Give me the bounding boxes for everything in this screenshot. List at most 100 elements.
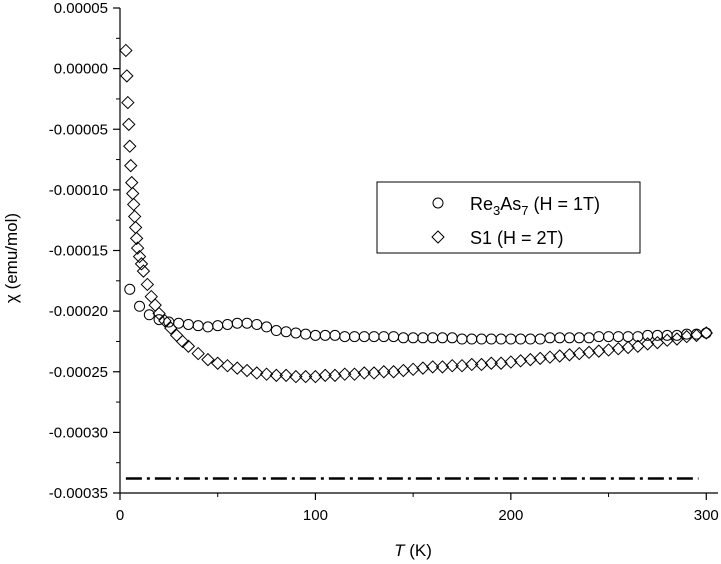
- re3as7-point: [134, 300, 146, 312]
- s1-point: [191, 346, 205, 361]
- s1-point: [338, 367, 352, 381]
- s1-point: [269, 368, 284, 383]
- re3as7-point: [397, 332, 409, 344]
- y-axis-label: χ (emu/mol): [2, 213, 21, 303]
- s1-point: [148, 298, 162, 312]
- s1-point: [279, 368, 293, 383]
- re3as7-point: [671, 329, 683, 341]
- re3as7-point: [270, 325, 282, 337]
- re3as7-point: [554, 332, 566, 344]
- s1-point: [513, 354, 528, 368]
- s1-point: [181, 339, 196, 353]
- s1-point: [250, 366, 264, 380]
- minor-ticks: [116, 37, 610, 497]
- s1-point: [406, 362, 420, 377]
- legend-marker-diamond: [431, 230, 445, 244]
- re3as7-point: [466, 333, 478, 345]
- re3as7-point: [358, 331, 370, 343]
- legend-label-re3as7: Re3As7 (H = 1T): [470, 194, 600, 218]
- s1-point: [164, 321, 178, 335]
- y-tick-label-5: -0.00020: [49, 303, 108, 320]
- re3as7-point: [192, 320, 204, 332]
- y-tick-label-1: 0.00000: [54, 61, 108, 78]
- re3as7-point: [534, 333, 546, 345]
- y-tick-label-7: -0.00030: [49, 424, 108, 441]
- s1-point: [240, 363, 254, 378]
- s1-point: [523, 352, 538, 367]
- re3as7-point: [642, 329, 654, 341]
- s1-point: [220, 358, 235, 373]
- re3as7-point: [251, 318, 263, 330]
- re3as7-point: [241, 317, 253, 329]
- re3as7-point: [505, 333, 517, 345]
- legend: Re3As7 (H = 1T) S1 (H = 2T): [376, 181, 641, 254]
- s1-point: [152, 306, 166, 321]
- tick-labels: 0.00005 0.00000 -0.00005 -0.00010 -0.00015 -0…: [49, 0, 719, 524]
- s1-point: [592, 344, 606, 358]
- s1-point: [136, 264, 151, 278]
- re3as7-point: [593, 331, 605, 343]
- s1-point: [465, 357, 479, 372]
- re3as7-point: [446, 332, 458, 344]
- re3as7-point: [221, 318, 233, 330]
- s1-point: [259, 367, 274, 381]
- re3as7-point: [280, 326, 292, 338]
- re3as7-point: [261, 321, 273, 333]
- s1-point: [120, 69, 134, 83]
- re3as7-point: [231, 317, 243, 329]
- re3as7-point: [202, 321, 214, 333]
- s1-point: [144, 289, 158, 304]
- re3as7-point: [476, 333, 488, 345]
- x-axis-symbol: T: [394, 541, 406, 560]
- s1-point: [621, 340, 635, 355]
- y-tick-label-8: -0.00035: [49, 485, 108, 502]
- s1-point: [122, 117, 136, 132]
- s1-point: [128, 220, 143, 235]
- s1-point: [640, 337, 655, 351]
- re3as7-point: [339, 331, 351, 343]
- re3as7-point: [436, 332, 448, 344]
- s1-point: [211, 356, 225, 370]
- s1-point: [533, 351, 547, 366]
- re3as7-point: [368, 331, 380, 343]
- x-tick-label-2: 200: [498, 507, 523, 524]
- re3as7-point: [524, 333, 536, 345]
- series-re3as7-points: [124, 283, 712, 345]
- x-axis-unit: (K): [405, 541, 432, 560]
- re3as7-point: [388, 331, 400, 343]
- s1-point: [169, 328, 184, 343]
- s1-point: [130, 241, 145, 255]
- y-tick-label-0: 0.00005: [54, 0, 108, 17]
- s1-point: [125, 175, 139, 190]
- s1-point: [601, 343, 616, 357]
- re3as7-point: [583, 332, 595, 344]
- s1-point: [124, 158, 138, 173]
- s1-point: [318, 368, 332, 383]
- s1-point: [129, 231, 144, 246]
- s1-point: [126, 197, 141, 212]
- s1-point: [504, 355, 518, 369]
- re3as7-point: [143, 309, 155, 321]
- series-s1-points: [119, 43, 713, 384]
- re3as7-point: [182, 318, 194, 330]
- major-ticks: [113, 7, 707, 500]
- re3as7-point: [573, 332, 585, 344]
- s1-point: [611, 342, 626, 356]
- re3as7-point: [563, 332, 575, 344]
- s1-point: [357, 366, 371, 380]
- s1-point: [125, 186, 140, 201]
- re3as7-point: [290, 327, 302, 339]
- s1-point: [552, 349, 567, 363]
- re3as7-point: [124, 283, 136, 295]
- re3as7-point: [612, 331, 624, 343]
- s1-point: [158, 314, 172, 328]
- re3as7-point: [319, 329, 331, 341]
- re3as7-point: [378, 331, 390, 343]
- s1-point: [175, 334, 190, 349]
- re3as7-point: [329, 329, 341, 341]
- s1-point: [572, 346, 586, 361]
- s1-point: [416, 361, 430, 375]
- legend-marker-circle: [432, 197, 444, 209]
- legend-label-s1: S1 (H = 2T): [470, 228, 564, 248]
